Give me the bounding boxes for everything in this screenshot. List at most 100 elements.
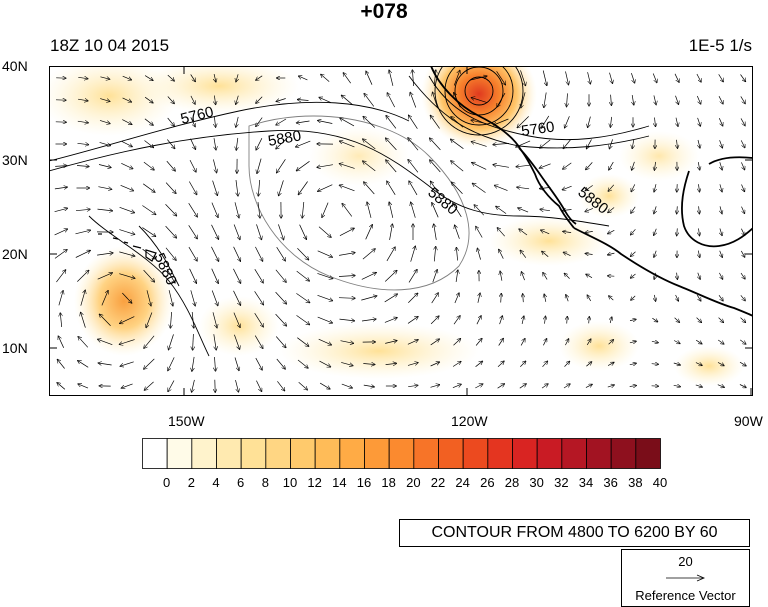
- colorbar-swatch: [314, 438, 341, 469]
- wind-vector: [170, 311, 171, 328]
- wind-vector: [563, 162, 572, 169]
- wind-vector: [540, 139, 551, 148]
- wind-vector: [233, 224, 240, 240]
- colorbar: [142, 438, 661, 469]
- wind-vector: [256, 138, 263, 150]
- wind-vector: [363, 385, 374, 387]
- wind-vector: [739, 361, 746, 366]
- wind-vector: [189, 159, 196, 172]
- wind-vector: [430, 160, 441, 173]
- wind-vector: [339, 319, 355, 321]
- wind-vector: [655, 117, 656, 127]
- wind-vector: [519, 384, 526, 389]
- wind-vector: [165, 182, 176, 194]
- wind-vector: [740, 295, 745, 300]
- wind-vector: [214, 74, 216, 82]
- wind-vector: [97, 253, 113, 255]
- wind-vector: [741, 162, 744, 169]
- wind-vector: [340, 141, 355, 148]
- wind-vector: [167, 96, 174, 104]
- colorbar-label: 40: [652, 475, 668, 490]
- wind-vector: [608, 229, 615, 233]
- wind-vector: [456, 248, 457, 261]
- colorbar-swatch: [413, 438, 439, 469]
- wind-vector: [654, 272, 656, 279]
- wind-vector: [720, 206, 722, 213]
- wind-vector: [430, 362, 440, 367]
- wind-vector: [211, 224, 219, 239]
- wind-vector: [498, 339, 504, 346]
- wind-vector: [143, 161, 154, 170]
- colorbar-label: 4: [212, 475, 220, 490]
- wind-vector: [430, 385, 440, 388]
- wind-vector: [340, 340, 354, 344]
- wind-vector: [236, 95, 239, 105]
- wind-vector: [296, 293, 309, 302]
- wind-vector: [387, 93, 396, 108]
- wind-vector: [54, 229, 68, 236]
- wind-vector: [652, 73, 657, 83]
- wind-vector: [432, 270, 437, 283]
- wind-vector: [341, 383, 352, 388]
- wind-vector: [339, 253, 355, 256]
- wind-vector: [566, 295, 568, 302]
- wind-vector: [699, 206, 700, 213]
- wind-vector: [338, 298, 355, 299]
- wind-vector: [146, 290, 151, 305]
- wind-vector: [144, 118, 153, 125]
- wind-vector: [297, 121, 310, 123]
- wind-vector: [122, 97, 132, 102]
- wind-vector: [500, 271, 502, 281]
- wind-vector: [475, 339, 482, 346]
- wind-vector: [720, 140, 723, 148]
- height-contours: [49, 66, 650, 357]
- wind-vector: [456, 270, 458, 282]
- wind-vector: [256, 380, 261, 392]
- wind-vector: [476, 227, 483, 238]
- wind-vector: [78, 337, 89, 348]
- colorbar-label: 10: [282, 475, 298, 490]
- colorbar-label: 0: [163, 475, 171, 490]
- wind-vector: [611, 94, 612, 106]
- wind-vector: [518, 208, 529, 213]
- wind-vector: [718, 118, 722, 126]
- plot-title: +078: [360, 0, 408, 23]
- wind-vector: [695, 363, 702, 366]
- wind-vector: [275, 291, 287, 304]
- wind-vector: [494, 118, 509, 125]
- wind-vector: [717, 339, 724, 344]
- wind-vector: [740, 140, 745, 147]
- wind-vector: [386, 247, 395, 262]
- colorbar-swatch: [438, 438, 464, 469]
- wind-vector: [629, 319, 636, 320]
- wind-vector: [256, 75, 263, 80]
- wind-vector: [562, 185, 572, 190]
- wind-vector: [409, 115, 418, 129]
- wind-vector: [430, 138, 441, 151]
- wind-vector: [277, 381, 284, 390]
- wind-vector: [654, 161, 655, 170]
- wind-vector: [385, 363, 397, 364]
- wind-vector: [567, 317, 568, 324]
- wind-vector: [718, 317, 724, 323]
- colorbar-label: 38: [628, 475, 643, 490]
- wind-vector: [632, 139, 634, 149]
- wind-vector: [677, 206, 678, 213]
- reference-vector-label: Reference Vector: [635, 588, 736, 603]
- wind-vector: [407, 340, 418, 345]
- wind-vector: [409, 181, 418, 196]
- wind-vector: [98, 339, 113, 346]
- wind-vector: [430, 339, 440, 346]
- wind-vector: [699, 184, 700, 192]
- wind-vector: [298, 381, 308, 390]
- wind-vector: [57, 383, 66, 390]
- colorbar-label: 24: [455, 475, 470, 490]
- wind-vector: [213, 334, 216, 350]
- wind-vector: [236, 137, 238, 150]
- colorbar-swatch: [290, 438, 316, 469]
- wind-vector: [541, 230, 550, 235]
- wind-vector: [430, 116, 440, 129]
- units-label: 1E-5 1/s: [688, 36, 752, 55]
- wind-vector: [188, 246, 197, 261]
- wind-vector: [98, 186, 111, 190]
